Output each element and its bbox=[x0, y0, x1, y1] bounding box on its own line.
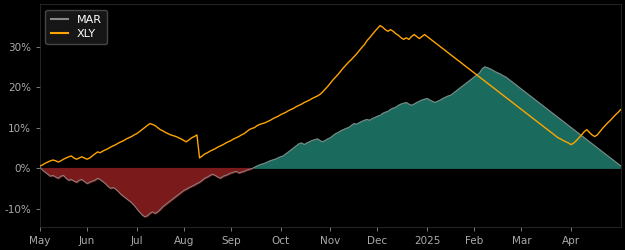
Legend: MAR, XLY: MAR, XLY bbox=[46, 10, 107, 44]
